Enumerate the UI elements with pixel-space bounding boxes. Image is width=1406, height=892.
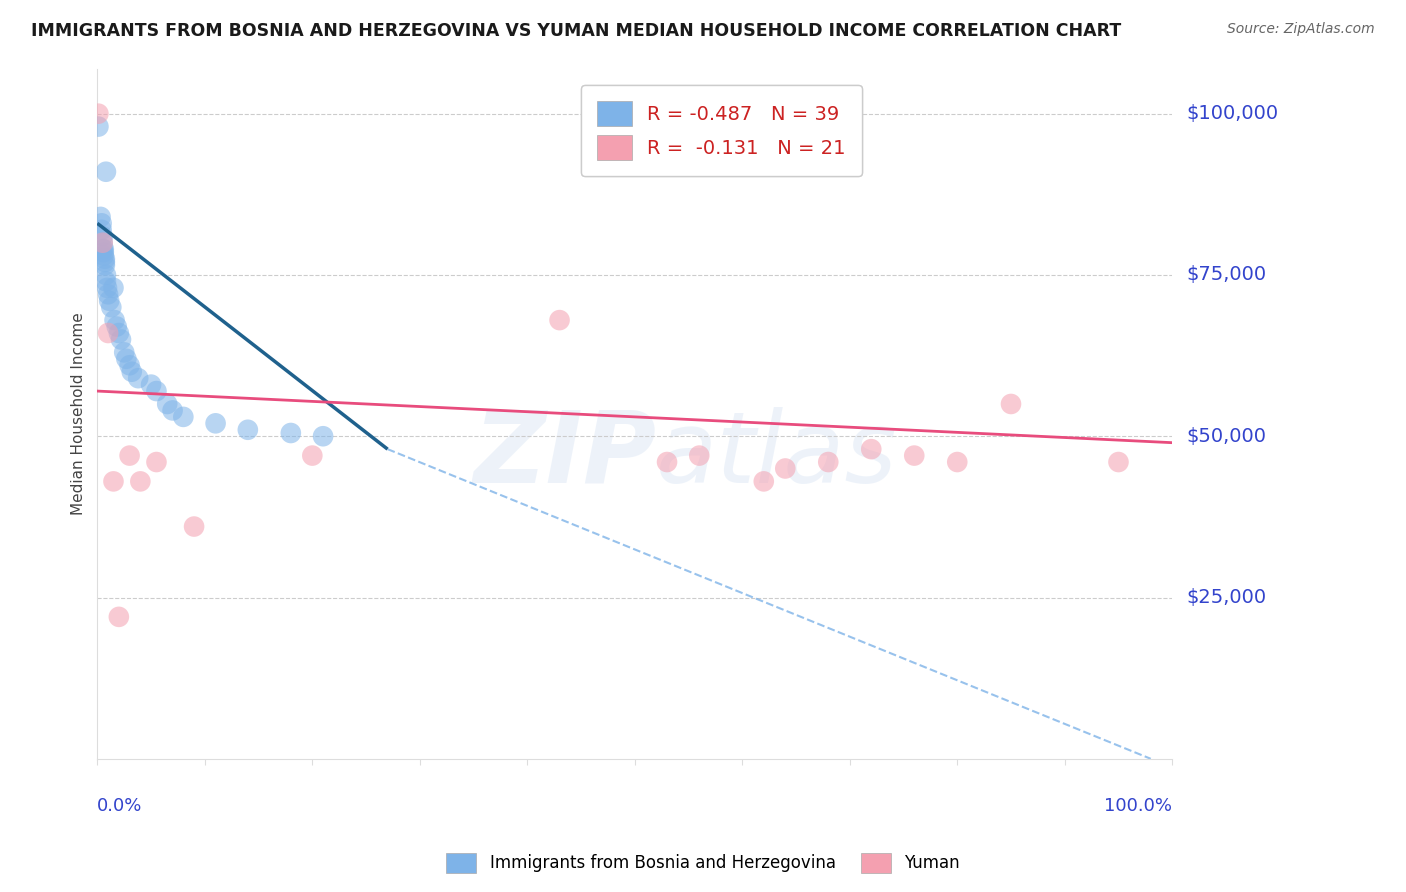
Point (145, 384, 167, 398)
Point (156, 397, 179, 411)
Point (139, 377, 162, 392)
Text: $50,000: $50,000 (1187, 426, 1267, 446)
Y-axis label: Median Household Income: Median Household Income (72, 312, 86, 515)
Point (94, 274, 117, 288)
Text: Source: ZipAtlas.com: Source: ZipAtlas.com (1227, 22, 1375, 37)
Point (103, 313, 125, 327)
Text: ZIP: ZIP (474, 407, 657, 504)
Point (946, 455, 969, 469)
Text: $75,000: $75,000 (1187, 266, 1267, 285)
Point (100, 300, 122, 314)
Legend: Immigrants from Bosnia and Herzegovina, Yuman: Immigrants from Bosnia and Herzegovina, … (440, 847, 966, 880)
Point (129, 475, 152, 489)
Point (752, 475, 775, 489)
Point (91, 235, 114, 250)
Point (280, 425, 302, 440)
Text: 0.0%: 0.0% (97, 797, 143, 814)
Point (1000, 397, 1022, 411)
Point (236, 423, 259, 437)
Point (121, 365, 143, 379)
Point (87, 120, 110, 134)
Point (105, 319, 128, 334)
Point (94, 255, 117, 269)
Point (93, 245, 115, 260)
Point (94, 165, 117, 179)
Point (90, 223, 112, 237)
Point (91, 229, 114, 244)
Text: $100,000: $100,000 (1187, 104, 1278, 123)
Legend: R = -0.487   N = 39, R =  -0.131   N = 21: R = -0.487 N = 39, R = -0.131 N = 21 (581, 85, 862, 176)
Point (93, 249, 115, 263)
Point (94, 252, 117, 266)
Text: atlas: atlas (657, 407, 898, 504)
Point (112, 345, 135, 359)
Point (548, 313, 571, 327)
Point (110, 333, 132, 347)
Point (183, 519, 205, 533)
Point (688, 449, 710, 463)
Point (90, 216, 112, 230)
Point (115, 351, 138, 366)
Point (91, 235, 114, 250)
Point (1108, 455, 1130, 469)
Text: 100.0%: 100.0% (1104, 797, 1173, 814)
Point (94, 258, 117, 272)
Point (312, 429, 335, 443)
Point (108, 610, 131, 624)
Text: IMMIGRANTS FROM BOSNIA AND HERZEGOVINA VS YUMAN MEDIAN HOUSEHOLD INCOME CORRELAT: IMMIGRANTS FROM BOSNIA AND HERZEGOVINA V… (31, 22, 1121, 40)
Point (775, 461, 797, 475)
Point (118, 358, 141, 372)
Point (108, 326, 131, 340)
Point (103, 281, 125, 295)
Point (90, 210, 112, 224)
Point (127, 371, 149, 385)
Text: $25,000: $25,000 (1187, 588, 1267, 607)
Point (94, 268, 117, 282)
Point (97, 326, 120, 340)
Point (204, 417, 226, 431)
Point (98, 293, 121, 308)
Point (103, 475, 125, 489)
Point (93, 242, 115, 256)
Point (817, 455, 839, 469)
Point (860, 442, 883, 457)
Point (903, 449, 925, 463)
Point (96, 281, 118, 295)
Point (301, 449, 323, 463)
Point (91, 242, 114, 256)
Point (162, 403, 184, 417)
Point (172, 409, 194, 424)
Point (145, 455, 167, 469)
Point (87, 106, 110, 120)
Point (118, 449, 141, 463)
Point (97, 287, 120, 301)
Point (655, 455, 678, 469)
